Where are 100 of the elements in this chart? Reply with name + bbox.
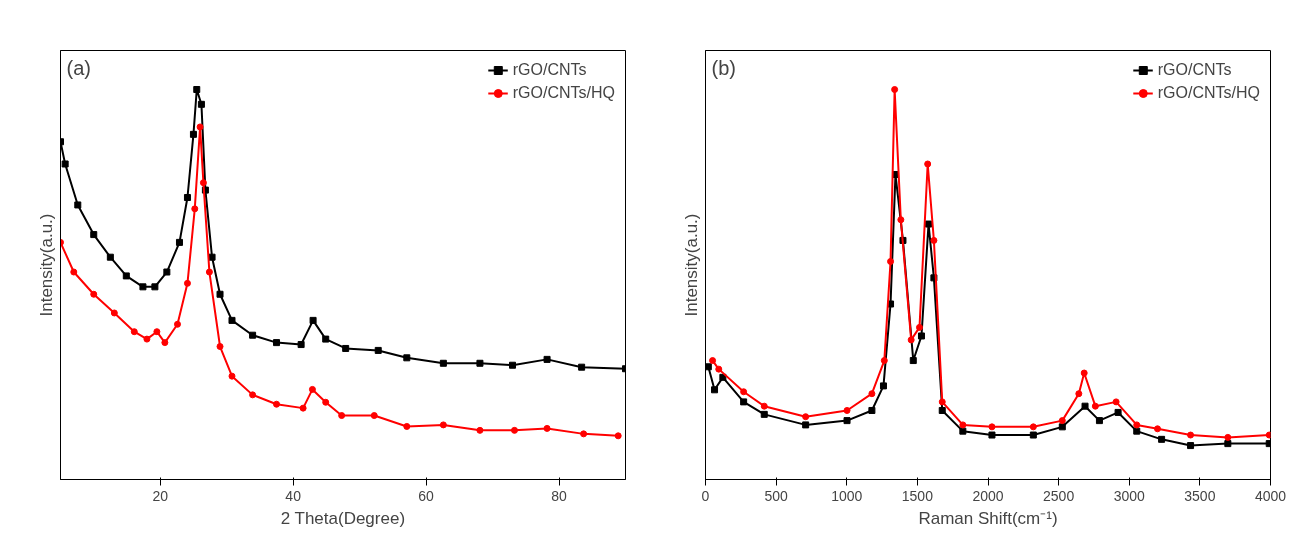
point — [711, 386, 719, 394]
point — [139, 283, 147, 291]
point — [197, 100, 205, 108]
point — [74, 201, 82, 209]
point — [322, 335, 330, 343]
point — [191, 205, 199, 213]
x-tick-label: 2500 — [1043, 487, 1075, 504]
point — [374, 346, 382, 354]
point — [439, 359, 447, 367]
x-tick-label: 80 — [551, 487, 568, 504]
point — [106, 253, 114, 261]
legend-label: rGO/CNTs — [512, 61, 587, 79]
point — [1158, 435, 1166, 443]
point — [205, 268, 213, 276]
point — [308, 385, 316, 393]
point — [1187, 442, 1195, 450]
point — [1091, 402, 1099, 410]
point — [614, 432, 622, 440]
x-tick-label: 500 — [764, 487, 789, 504]
x-axis-title: Raman Shift(cm⁻¹) — [918, 508, 1058, 528]
point — [110, 309, 118, 317]
point — [196, 123, 204, 131]
point — [715, 365, 723, 373]
point — [543, 424, 551, 432]
point — [273, 339, 281, 347]
point — [322, 398, 330, 406]
point — [802, 413, 810, 421]
point — [959, 427, 967, 435]
point — [183, 279, 191, 287]
point — [924, 160, 932, 168]
legend-label: rGO/CNTs/HQ — [512, 84, 615, 102]
point — [988, 423, 996, 431]
point — [897, 216, 905, 224]
point — [740, 398, 748, 406]
point — [760, 402, 768, 410]
point — [297, 341, 305, 349]
point — [338, 412, 346, 420]
point — [153, 328, 161, 336]
point — [988, 431, 996, 439]
point — [578, 363, 586, 371]
point — [439, 421, 447, 429]
point — [909, 357, 917, 365]
point — [476, 359, 484, 367]
y-axis-title: Intensity(a.u.) — [681, 213, 701, 317]
point — [403, 422, 411, 430]
x-tick-label: 1500 — [901, 487, 934, 504]
legend-label: rGO/CNTs — [1157, 61, 1232, 79]
point — [1080, 369, 1088, 377]
point — [161, 339, 169, 347]
point — [959, 421, 967, 429]
point — [370, 412, 378, 420]
point — [403, 354, 411, 362]
point — [760, 410, 768, 418]
point — [1081, 402, 1089, 410]
point — [887, 258, 895, 265]
point — [1187, 431, 1195, 439]
point — [208, 253, 216, 261]
point — [249, 331, 257, 339]
x-tick-label: 1000 — [831, 487, 863, 504]
point — [216, 290, 224, 298]
point — [843, 417, 851, 425]
point — [90, 231, 98, 239]
point — [938, 406, 946, 414]
point — [843, 406, 851, 414]
point — [509, 361, 516, 369]
point — [868, 406, 876, 414]
x-tick-label: 0 — [701, 487, 710, 504]
point — [199, 179, 207, 187]
point — [938, 398, 946, 406]
point — [891, 86, 899, 93]
x-tick-label: 3000 — [1113, 487, 1146, 504]
x-tick-label: 60 — [418, 487, 435, 504]
point — [915, 323, 923, 331]
text: (b) — [711, 56, 736, 79]
x-tick-label: 3500 — [1184, 487, 1216, 504]
point — [802, 421, 810, 429]
point — [1075, 390, 1083, 398]
point — [1058, 423, 1066, 431]
point — [309, 316, 317, 324]
point — [1133, 421, 1141, 429]
point — [868, 390, 876, 398]
point — [925, 220, 933, 228]
x-tick-label: 2000 — [972, 487, 1004, 504]
point — [1114, 408, 1122, 416]
point — [1029, 423, 1037, 431]
point — [193, 86, 201, 93]
point — [163, 268, 171, 276]
point — [143, 335, 151, 343]
point — [879, 382, 887, 390]
point — [1154, 425, 1161, 433]
point — [189, 130, 197, 138]
point — [1224, 433, 1232, 441]
point — [299, 404, 307, 412]
point — [917, 332, 925, 340]
point — [216, 343, 224, 350]
point — [510, 426, 518, 434]
point — [709, 357, 717, 365]
point — [342, 344, 350, 352]
point — [1095, 417, 1103, 425]
y-axis-title: Intensity(a.u.) — [36, 213, 56, 317]
